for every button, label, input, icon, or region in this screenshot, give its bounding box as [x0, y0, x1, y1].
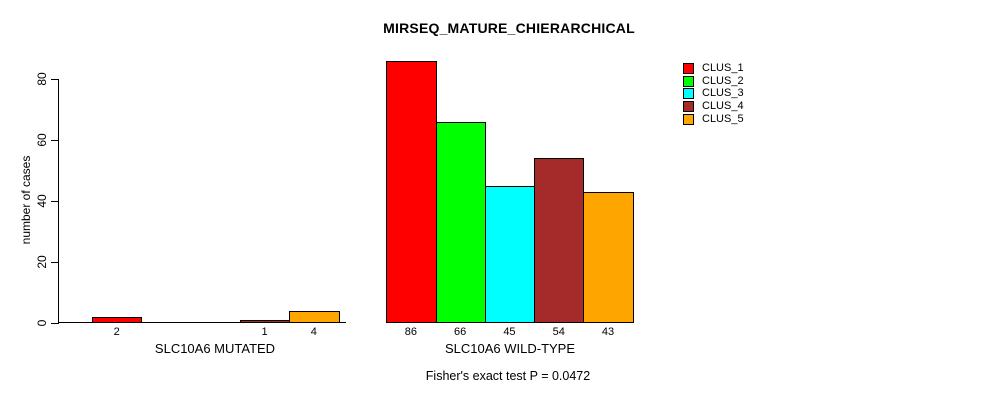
y-axis-tick-label: 80 [35, 72, 49, 86]
bar-clus_4 [240, 320, 290, 323]
legend-swatch-clus_5 [683, 114, 694, 125]
legend-row: CLUS_3 [683, 88, 744, 99]
y-axis-line [58, 79, 59, 324]
y-axis-tick [51, 79, 58, 80]
legend-label: CLUS_5 [702, 113, 744, 125]
group-label-wildtype: SLC10A6 WILD-TYPE [444, 341, 576, 356]
legend-swatch-clus_2 [683, 76, 694, 87]
legend-label: CLUS_3 [702, 87, 744, 99]
bar-value-label: 43 [601, 326, 615, 338]
legend-label: CLUS_1 [702, 62, 744, 74]
bar-clus_1 [386, 61, 437, 323]
y-axis-tick-label: 60 [35, 133, 49, 147]
bar-value-label: 4 [310, 326, 317, 338]
x-axis-line-mutated [58, 322, 346, 323]
y-axis-tick-label: 20 [35, 255, 49, 269]
legend-label: CLUS_4 [702, 100, 744, 112]
legend-label: CLUS_2 [702, 75, 744, 87]
legend-swatch-clus_1 [683, 63, 694, 74]
y-axis-tick-label: 0 [35, 319, 49, 327]
bar-value-label: 66 [454, 326, 467, 338]
bar-clus_4 [534, 158, 584, 323]
y-axis-tick [51, 262, 58, 263]
y-axis-label: number of cases [19, 155, 33, 245]
bar-clus_5 [583, 192, 634, 323]
legend-row: CLUS_4 [683, 101, 744, 112]
bar-value-label: 86 [404, 326, 417, 338]
bar-value-label: 1 [261, 326, 268, 338]
y-axis-tick [51, 323, 58, 324]
group-label-mutated: SLC10A6 MUTATED [154, 341, 276, 356]
caption: Fisher's exact test P = 0.0472 [425, 369, 591, 383]
bar-value-label: 2 [113, 326, 120, 338]
legend-swatch-clus_4 [683, 101, 694, 112]
legend-row: CLUS_5 [683, 114, 744, 125]
bar-clus_3 [485, 186, 535, 323]
bar-value-label: 45 [503, 326, 516, 338]
bar-clus_2 [436, 122, 486, 323]
bar-clus_1 [92, 317, 142, 323]
bar-clus_5 [289, 311, 340, 323]
y-axis-tick [51, 201, 58, 202]
legend-row: CLUS_2 [683, 76, 744, 87]
legend-swatch-clus_3 [683, 88, 694, 99]
y-axis-tick-label: 40 [35, 194, 49, 208]
bar-value-label: 54 [552, 326, 565, 338]
legend-row: CLUS_1 [683, 63, 744, 74]
chart-title: MIRSEQ_MATURE_CHIERARCHICAL [383, 20, 635, 36]
y-axis-tick [51, 140, 58, 141]
